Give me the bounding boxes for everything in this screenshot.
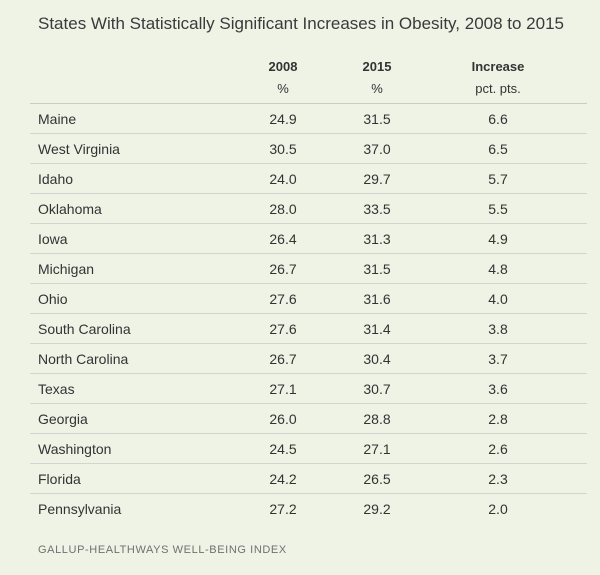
increase-cell: 4.9 bbox=[488, 231, 508, 247]
value-2008-cell: 27.2 bbox=[269, 501, 297, 517]
state-cell: Pennsylvania bbox=[38, 501, 122, 517]
state-cell: Idaho bbox=[38, 171, 74, 187]
table-row: Michigan 26.7 31.5 4.8 bbox=[30, 254, 587, 284]
value-2015-cell: 27.1 bbox=[363, 441, 391, 457]
value-2008-cell: 24.0 bbox=[269, 171, 297, 187]
increase-cell: 4.8 bbox=[488, 261, 508, 277]
value-2015-cell: 31.5 bbox=[363, 111, 391, 127]
value-2008-cell: 26.0 bbox=[269, 411, 297, 427]
state-cell: Ohio bbox=[38, 291, 68, 307]
increase-cell: 5.7 bbox=[488, 171, 508, 187]
table-row: Maine 24.9 31.5 6.6 bbox=[30, 104, 587, 134]
table-row: Ohio 27.6 31.6 4.0 bbox=[30, 284, 587, 314]
header-2015-unit: % bbox=[371, 81, 383, 96]
value-2015-cell: 26.5 bbox=[363, 471, 391, 487]
value-2008-cell: 28.0 bbox=[269, 201, 297, 217]
value-2008-cell: 26.7 bbox=[269, 261, 297, 277]
table-body: Maine 24.9 31.5 6.6 West Virginia 30.5 37.0 6.5… bbox=[30, 104, 587, 523]
increase-cell: 2.0 bbox=[488, 501, 508, 517]
state-cell: Oklahoma bbox=[38, 201, 102, 217]
table-row: Georgia 26.0 28.8 2.8 bbox=[30, 404, 587, 434]
increase-cell: 2.3 bbox=[488, 471, 508, 487]
state-cell: North Carolina bbox=[38, 351, 129, 367]
header-2015-label: 2015 bbox=[362, 59, 392, 74]
state-cell: Washington bbox=[38, 441, 112, 457]
header-increase-label: Increase bbox=[471, 59, 525, 74]
value-2015-cell: 30.4 bbox=[363, 351, 391, 367]
header-divider bbox=[30, 103, 587, 104]
value-2008-cell: 27.1 bbox=[269, 381, 297, 397]
table-title: States With Statistically Significant In… bbox=[38, 14, 565, 33]
state-cell: Maine bbox=[38, 111, 77, 127]
value-2015-cell: 31.4 bbox=[363, 321, 391, 337]
value-2015-cell: 30.7 bbox=[363, 381, 391, 397]
table-row: Washington 24.5 27.1 2.6 bbox=[30, 434, 587, 464]
table-row: Florida 24.2 26.5 2.3 bbox=[30, 464, 587, 494]
header-increase-unit: pct. pts. bbox=[475, 81, 521, 96]
value-2008-cell: 24.9 bbox=[269, 111, 297, 127]
value-2015-cell: 29.7 bbox=[363, 171, 391, 187]
increase-cell: 3.8 bbox=[488, 321, 508, 337]
state-cell: West Virginia bbox=[38, 141, 120, 157]
value-2015-cell: 29.2 bbox=[363, 501, 391, 517]
state-cell: South Carolina bbox=[38, 321, 131, 337]
value-2015-cell: 28.8 bbox=[363, 411, 391, 427]
state-cell: Iowa bbox=[38, 231, 68, 247]
value-2015-cell: 31.6 bbox=[363, 291, 391, 307]
state-cell: Michigan bbox=[38, 261, 95, 277]
table-row: Texas 27.1 30.7 3.6 bbox=[30, 374, 587, 404]
increase-cell: 6.5 bbox=[488, 141, 508, 157]
value-2015-cell: 31.5 bbox=[363, 261, 391, 277]
value-2008-cell: 27.6 bbox=[269, 291, 297, 307]
increase-cell: 2.8 bbox=[488, 411, 508, 427]
value-2008-cell: 24.5 bbox=[269, 441, 297, 457]
increase-cell: 3.7 bbox=[488, 351, 508, 367]
table-row: South Carolina 27.6 31.4 3.8 bbox=[30, 314, 587, 344]
header-2008-label: 2008 bbox=[268, 59, 298, 74]
state-cell: Georgia bbox=[38, 411, 88, 427]
value-2008-cell: 26.4 bbox=[269, 231, 297, 247]
value-2008-cell: 30.5 bbox=[269, 141, 297, 157]
header-2008-unit: % bbox=[277, 81, 289, 96]
value-2015-cell: 37.0 bbox=[363, 141, 391, 157]
state-cell: Texas bbox=[38, 381, 75, 397]
increase-cell: 4.0 bbox=[488, 291, 508, 307]
value-2008-cell: 24.2 bbox=[269, 471, 297, 487]
increase-cell: 2.6 bbox=[488, 441, 508, 457]
state-cell: Florida bbox=[38, 471, 81, 487]
table-row: Pennsylvania 27.2 29.2 2.0 bbox=[30, 494, 587, 523]
increase-cell: 3.6 bbox=[488, 381, 508, 397]
increase-cell: 5.5 bbox=[488, 201, 508, 217]
table-row: Idaho 24.0 29.7 5.7 bbox=[30, 164, 587, 194]
source-note: GALLUP-HEALTHWAYS WELL-BEING INDEX bbox=[38, 544, 287, 556]
table-row: West Virginia 30.5 37.0 6.5 bbox=[30, 134, 587, 164]
value-2015-cell: 31.3 bbox=[363, 231, 391, 247]
value-2008-cell: 26.7 bbox=[269, 351, 297, 367]
increase-cell: 6.6 bbox=[488, 111, 508, 127]
table-row: North Carolina 26.7 30.4 3.7 bbox=[30, 344, 587, 374]
value-2008-cell: 27.6 bbox=[269, 321, 297, 337]
table-row: Iowa 26.4 31.3 4.9 bbox=[30, 224, 587, 254]
value-2015-cell: 33.5 bbox=[363, 201, 391, 217]
table-row: Oklahoma 28.0 33.5 5.5 bbox=[30, 194, 587, 224]
